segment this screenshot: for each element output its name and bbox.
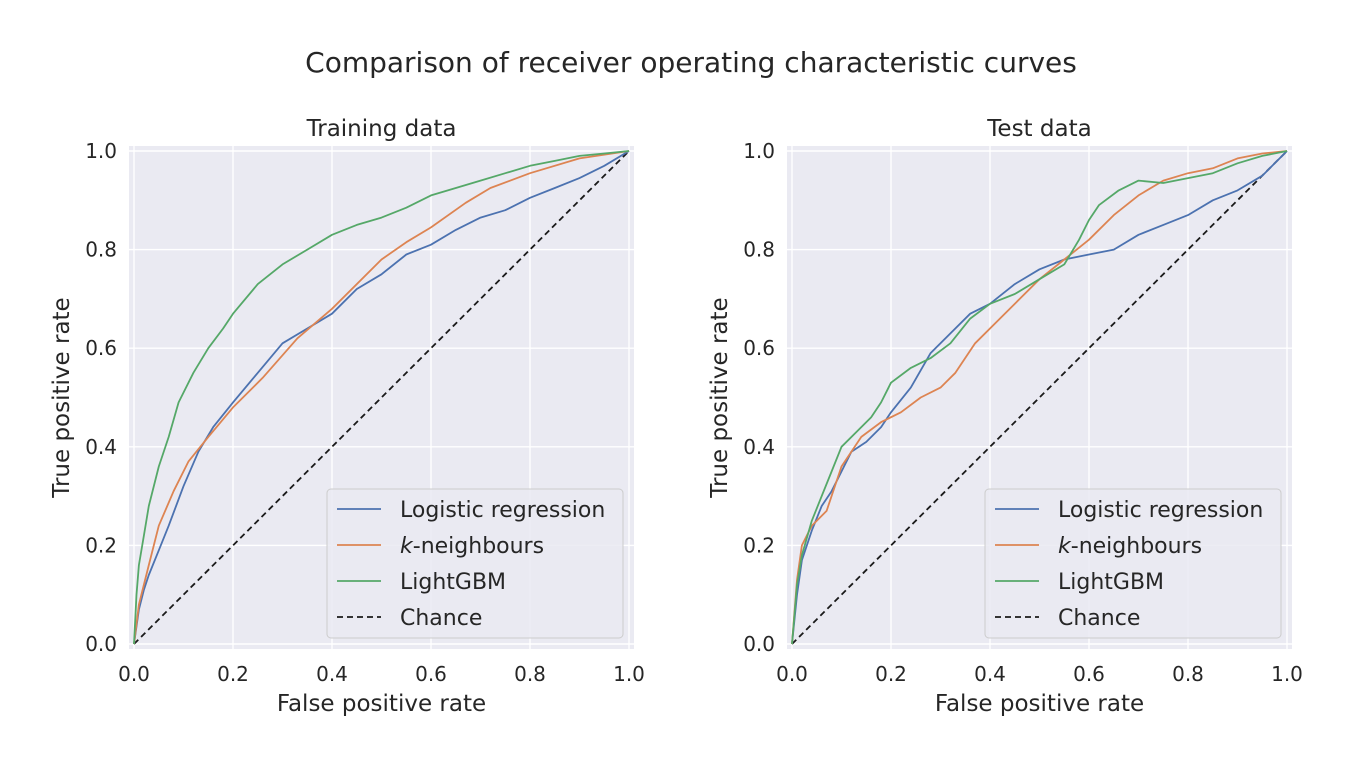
training-panel-title: Training data bbox=[306, 116, 457, 142]
training-legend-label-logistic-regression: Logistic regression bbox=[400, 498, 605, 523]
test-k-neighbours-line bbox=[791, 150, 1288, 645]
test-y-tick-label: 0.2 bbox=[743, 533, 775, 557]
test-legend-box bbox=[984, 488, 1282, 639]
test-legend-label-logistic-regression: Logistic regression bbox=[1058, 498, 1263, 523]
test-x-axis-label: False positive rate bbox=[935, 691, 1144, 717]
test-y-tick-label: 0.0 bbox=[743, 632, 775, 656]
test-legend-label-k-neighbours: k-neighbours bbox=[1058, 534, 1202, 559]
training-y-tick-label: 0.2 bbox=[85, 533, 117, 557]
training-legend-label-k-neighbours: k-neighbours bbox=[400, 534, 544, 559]
training-y-tick-label: 0.0 bbox=[85, 632, 117, 656]
training-legend-box bbox=[326, 488, 624, 639]
test-y-tick-label: 0.4 bbox=[743, 435, 775, 459]
test-y-axis-label: True positive rate bbox=[707, 297, 733, 498]
training-x-tick-label: 0.6 bbox=[415, 662, 447, 686]
test-lightgbm-line bbox=[791, 150, 1288, 645]
training-roc-panel: 0.0 0.2 0.4 0.6 0.8 1.0 0.0 0.2 0.4 0.6 0.8 1.0 Trai… bbox=[49, 116, 645, 717]
training-y-tick-label: 0.4 bbox=[85, 435, 117, 459]
training-legend: Logistic regression k-neighbours LightGBM C… bbox=[326, 488, 624, 639]
training-x-tick-label: 0.0 bbox=[118, 662, 150, 686]
training-chance-line bbox=[133, 150, 630, 645]
training-y-axis-label: True positive rate bbox=[49, 297, 75, 498]
test-x-tick-label: 0.0 bbox=[776, 662, 808, 686]
training-legend-label-lightgbm: LightGBM bbox=[400, 570, 506, 595]
training-y-tick-label: 0.6 bbox=[85, 336, 117, 360]
test-legend: Logistic regression k-neighbours LightGBM C… bbox=[984, 488, 1282, 639]
training-logistic-regression-line bbox=[133, 150, 630, 645]
test-y-tick-label: 0.8 bbox=[743, 238, 775, 262]
test-panel-title: Test data bbox=[986, 116, 1091, 142]
training-x-tick-label: 0.8 bbox=[514, 662, 546, 686]
figure-title: Comparison of receiver operating charact… bbox=[305, 46, 1077, 79]
test-x-tick-label: 1.0 bbox=[1271, 662, 1303, 686]
test-y-tick-label: 1.0 bbox=[743, 139, 775, 163]
test-chance-line bbox=[791, 150, 1288, 645]
training-x-tick-label: 0.4 bbox=[316, 662, 348, 686]
test-logistic-regression-line bbox=[791, 150, 1288, 645]
test-y-tick-label: 0.6 bbox=[743, 336, 775, 360]
test-legend-label-chance: Chance bbox=[1058, 606, 1140, 631]
test-roc-panel: 0.0 0.2 0.4 0.6 0.8 1.0 0.0 0.2 0.4 0.6 0.8 1.0 Test… bbox=[707, 116, 1303, 717]
test-x-tick-label: 0.8 bbox=[1172, 662, 1204, 686]
training-y-tick-label: 0.8 bbox=[85, 238, 117, 262]
training-x-tick-label: 0.2 bbox=[217, 662, 249, 686]
training-x-tick-label: 1.0 bbox=[613, 662, 645, 686]
test-x-tick-label: 0.2 bbox=[875, 662, 907, 686]
training-y-tick-label: 1.0 bbox=[85, 139, 117, 163]
test-x-tick-label: 0.6 bbox=[1073, 662, 1105, 686]
training-k-neighbours-line bbox=[133, 150, 630, 645]
test-x-tick-label: 0.4 bbox=[974, 662, 1006, 686]
training-x-axis-label: False positive rate bbox=[277, 691, 486, 717]
training-lightgbm-line bbox=[133, 150, 630, 645]
training-legend-label-chance: Chance bbox=[400, 606, 482, 631]
test-legend-label-lightgbm: LightGBM bbox=[1058, 570, 1164, 595]
